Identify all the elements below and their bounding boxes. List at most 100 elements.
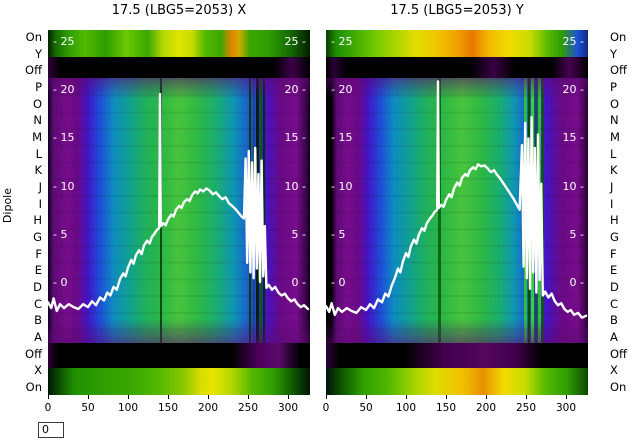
dipole-row-label-d-15: D — [33, 280, 42, 295]
profile-scale-tick-right: 20 - — [284, 83, 306, 97]
profile-scale-tick-left: - 25 — [53, 35, 75, 48]
dipole-row-label-on-21: On — [25, 380, 42, 395]
dipole-row-label-h-11: H — [610, 213, 619, 228]
dipole-row-label-a-18: A — [34, 330, 42, 345]
dipole-row-label-x-20: X — [34, 363, 42, 378]
dipole-row-label-j-9: J — [38, 180, 42, 195]
dipole-row-label-j-9: J — [610, 180, 614, 195]
row-labels-right: On Y Off P O N M L K J I H G F E D C B A Off X On — [610, 30, 640, 402]
profile-scale-tick-left: - 0 — [331, 276, 346, 289]
profile-scale-tick-right: 10 - — [284, 179, 306, 193]
heatmap-band-off-bottom — [326, 343, 588, 368]
x-axis-tick-mark — [566, 395, 567, 399]
dipole-row-label-g-12: G — [33, 230, 42, 245]
profile-scale-tick-left: - 25 — [331, 35, 353, 48]
dipole-row-label-i-10: I — [610, 196, 614, 211]
x-axis-right-panel: 0 50 100 150 200 250 300 — [323, 395, 588, 421]
dipole-row-label-e-14: E — [34, 263, 42, 278]
dipole-row-label-x-20: X — [610, 363, 618, 378]
dipole-row-label-b-17: B — [34, 313, 42, 328]
dipole-row-label-y-1: Y — [34, 46, 42, 61]
profile-scale-tick-right: 0 - — [569, 276, 584, 289]
heatmap-row-shading — [326, 78, 588, 343]
dipole-row-label-g-12: G — [610, 230, 619, 245]
profile-scale-tick-right: 25 - — [284, 35, 306, 48]
frame-selector[interactable]: 0 — [38, 422, 64, 438]
dipole-row-label-b-17: B — [610, 313, 618, 328]
dipole-row-label-k-8: K — [34, 163, 42, 178]
row-labels-left: On Y Off P O N M L K J I H G F E D C B A Off X On — [8, 30, 42, 402]
dipole-row-label-on-21: On — [610, 380, 627, 395]
profile-scale-tick-left: - 0 — [53, 276, 68, 289]
profile-scale-tick-left: - 15 — [331, 131, 353, 145]
x-axis-tick-mark — [288, 395, 289, 399]
x-axis-tick-label: 300 — [277, 402, 299, 414]
dipole-row-label-on-0: On — [610, 30, 627, 44]
heatmap-band-bottom — [326, 368, 588, 395]
profile-scale-tick-right: 0 - — [291, 276, 306, 289]
dipole-row-label-l-7: L — [610, 146, 617, 161]
heatmap-panel-x[interactable]: - 0 0 - - 5 5 - - 10 10 - - 15 15 - - 20 20 - - 25… — [48, 30, 310, 395]
dipole-row-label-k-8: K — [610, 163, 618, 178]
heatmap-band-off-top — [326, 57, 588, 78]
x-axis-tick-mark — [248, 395, 249, 399]
x-axis-tick-label: 100 — [117, 402, 139, 414]
x-axis-tick-label: 200 — [475, 402, 497, 414]
x-axis-tick-mark — [486, 395, 487, 399]
x-axis-tick-label: 250 — [237, 402, 259, 414]
x-axis-tick-label: 150 — [435, 402, 457, 414]
x-axis-tick-label: 250 — [515, 402, 537, 414]
profile-scale-tick-right: 10 - — [562, 179, 584, 193]
dipole-row-label-c-16: C — [33, 296, 42, 311]
profile-scale-tick-left: - 5 — [53, 227, 68, 241]
x-axis-tick-mark — [48, 395, 49, 399]
dipole-row-label-f-13: F — [35, 246, 42, 261]
profile-scale-tick-left: - 10 — [53, 179, 75, 193]
x-axis-tick-label: 50 — [359, 402, 373, 414]
panel-title-y: 17.5 (LBG5=2053) Y — [390, 3, 524, 18]
dipole-row-label-i-10: I — [38, 196, 42, 211]
profile-curve-svg — [48, 92, 310, 313]
x-axis-tick-label: 0 — [44, 402, 52, 414]
heatmap-panel-y[interactable]: - 0 0 - - 5 5 - - 10 10 - - 15 15 - - 20 20 - - 25… — [326, 30, 588, 395]
x-axis-left-panel: 0 50 100 150 200 250 300 — [45, 395, 310, 421]
x-axis-tick-mark — [326, 395, 327, 399]
profile-scale-tick-right: 5 - — [291, 227, 306, 241]
dipole-row-label-m-6: M — [32, 130, 42, 145]
profile-scale-tick-right: 5 - — [569, 227, 584, 241]
dipole-row-label-y-1: Y — [610, 46, 618, 61]
dipole-row-label-l-7: L — [35, 146, 42, 161]
dipole-row-label-o-4: O — [610, 96, 620, 111]
heatmap-band-off-top — [48, 57, 310, 78]
dipole-row-label-h-11: H — [33, 213, 42, 228]
dipole-row-label-off-2: Off — [25, 63, 42, 78]
dipole-row-label-on-0: On — [25, 30, 42, 44]
x-axis-tick-label: 150 — [157, 402, 179, 414]
profile-scale-tick-left: - 15 — [53, 131, 75, 145]
profile-scale-tick-left: - 10 — [331, 179, 353, 193]
x-axis-tick-mark — [446, 395, 447, 399]
x-axis-tick-mark — [526, 395, 527, 399]
heatmap-band-top — [48, 30, 310, 57]
heatmap-band-bottom — [48, 368, 310, 395]
profile-scale-tick-right: 15 - — [284, 131, 306, 145]
x-axis-tick-mark — [88, 395, 89, 399]
x-axis-tick-label: 200 — [197, 402, 219, 414]
heatmap-band-off-bottom — [48, 343, 310, 368]
dipole-row-label-p-3: P — [35, 80, 42, 94]
profile-scale-tick-right: 20 - — [562, 83, 584, 97]
heatmap-band-top — [326, 30, 588, 57]
dipole-row-label-f-13: F — [610, 246, 617, 261]
profile-curve-svg — [326, 80, 588, 319]
dipole-row-label-off-2: Off — [610, 63, 627, 78]
x-axis-tick-mark — [208, 395, 209, 399]
profile-curve — [326, 80, 588, 319]
panel-title-x: 17.5 (LBG5=2053) X — [111, 3, 247, 18]
profile-scale-tick-right: 25 - — [562, 35, 584, 48]
profile-scale-tick-left: - 20 — [53, 83, 75, 97]
x-axis-tick-label: 50 — [81, 402, 95, 414]
x-axis-tick-mark — [406, 395, 407, 399]
dipole-row-label-d-15: D — [610, 280, 619, 295]
dipole-row-label-off-19: Off — [610, 346, 627, 361]
